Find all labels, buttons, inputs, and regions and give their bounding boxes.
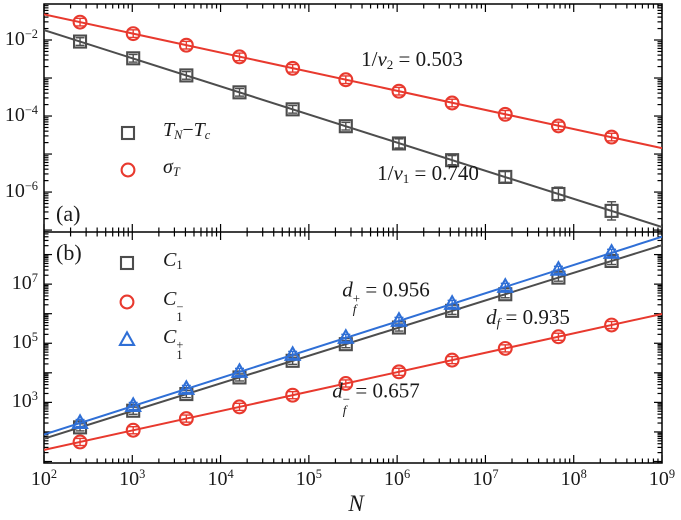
panel-a-annotation-1: 1/ν1 = 0.740 — [377, 160, 479, 187]
circle-marker — [604, 317, 620, 333]
circle-marker — [232, 399, 247, 415]
panel-a-label: (a) — [56, 201, 81, 226]
circle-marker — [444, 352, 460, 368]
panel-b-y-ticks — [44, 233, 662, 464]
y-tick-label-10e7: 107 — [11, 271, 38, 294]
triangle-marker — [230, 362, 249, 378]
x-tick-label-10e8: 108 — [560, 467, 587, 490]
panel-b-label: (b) — [56, 240, 82, 265]
panel-a-annotation-0: 1/ν2 = 0.503 — [361, 46, 463, 73]
y-tick-label-10e-4: 10−4 — [4, 103, 38, 126]
circle-marker — [604, 129, 620, 145]
x-axis-label: N — [348, 491, 364, 516]
triangle-marker — [177, 379, 196, 395]
circle-marker — [125, 422, 141, 438]
circle-marker — [178, 37, 194, 53]
panel-b-annotation-1: df = 0.935 — [486, 304, 570, 331]
panel-a-series — [44, 13, 662, 150]
square-marker — [391, 136, 407, 151]
x-tick-label-10e4: 104 — [207, 467, 234, 490]
circle-marker — [444, 95, 460, 111]
x-ticks — [43, 4, 663, 463]
circle-marker — [497, 106, 513, 122]
circle-marker — [338, 72, 354, 88]
x-tick-label-10e3: 103 — [119, 467, 146, 490]
square-marker — [232, 85, 247, 100]
panel-b-series — [44, 312, 662, 451]
circle-marker — [550, 329, 566, 345]
triangle-marker — [549, 260, 568, 276]
x-tick-label-10e6: 106 — [384, 467, 411, 490]
panel-b-annotation-0: d + f = 0.956 — [342, 277, 430, 317]
triangle-marker — [390, 311, 408, 327]
circle-marker — [232, 49, 247, 65]
square-marker — [338, 119, 353, 134]
legend-label-b-0: C1 — [163, 249, 183, 273]
x-tick-label-10e7: 107 — [472, 467, 499, 490]
legend-label-a-0: TN−Tc — [163, 119, 211, 143]
triangle-marker — [118, 330, 136, 346]
legend-label-a-1: σT — [163, 156, 180, 180]
y-tick-label-10e-6: 10−6 — [4, 179, 38, 202]
triangle-marker — [124, 396, 142, 412]
panel-b-annotation-2: d − f = 0.657 — [332, 378, 420, 418]
y-tick-label-10e5: 105 — [11, 330, 38, 354]
triangle-marker — [337, 328, 355, 344]
square-marker — [604, 203, 619, 218]
square-marker — [179, 68, 194, 83]
panel-b-series — [44, 235, 662, 436]
square-marker — [119, 255, 135, 271]
circle-marker — [120, 162, 136, 178]
circle-marker — [497, 340, 513, 356]
square-marker — [551, 186, 566, 202]
legend-label-b-2: C +1 — [163, 326, 184, 363]
x-tick-label-10e2: 102 — [30, 467, 58, 490]
square-marker — [126, 51, 141, 66]
square-marker — [445, 153, 460, 168]
panel-b-legend-markers — [118, 255, 136, 346]
y-tick-label-10e-2: 10−2 — [4, 26, 38, 50]
x-tick-label-10e9: 109 — [648, 467, 676, 490]
square-marker — [498, 169, 513, 184]
triangle-marker — [443, 294, 461, 310]
x-tick-label-10e5: 105 — [295, 467, 322, 490]
square-marker — [72, 34, 88, 49]
square-marker — [120, 125, 136, 141]
legend-label-b-1: C −1 — [163, 288, 184, 325]
triangle-marker — [71, 413, 89, 429]
circle-marker — [285, 60, 301, 76]
y-tick-label-10e3: 103 — [11, 389, 38, 413]
circle-marker — [72, 14, 88, 30]
circle-marker — [178, 411, 194, 427]
panel-a-y-ticks — [44, 5, 662, 233]
circle-marker — [72, 434, 88, 450]
triangle-marker — [496, 277, 515, 293]
panel-a-legend-markers — [120, 125, 136, 178]
circle-marker — [391, 83, 407, 99]
panel-a-series — [44, 29, 662, 228]
square-marker — [285, 102, 300, 117]
circle-marker — [550, 118, 566, 134]
circle-marker — [119, 294, 135, 310]
triangle-marker — [602, 243, 621, 259]
triangle-marker — [283, 345, 302, 361]
circle-marker — [285, 387, 301, 403]
circle-marker — [391, 364, 407, 380]
circle-marker — [125, 26, 141, 42]
circle-marker — [338, 376, 354, 391]
